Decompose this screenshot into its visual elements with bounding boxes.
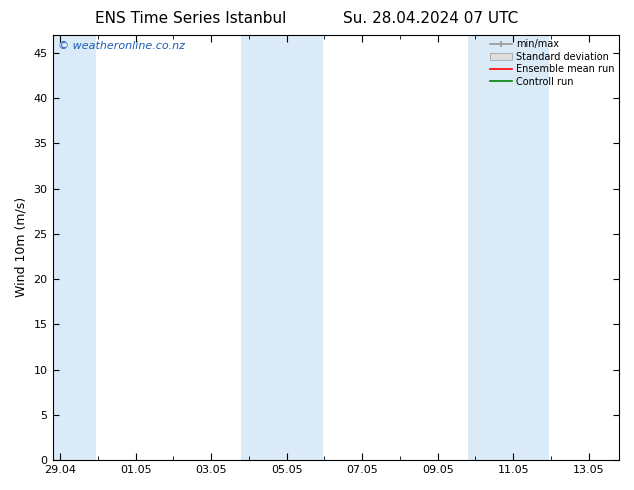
Bar [468, 35, 549, 460]
Bar [242, 35, 323, 460]
Y-axis label: Wind 10m (m/s): Wind 10m (m/s) [15, 197, 28, 297]
Text: ENS Time Series Istanbul: ENS Time Series Istanbul [94, 11, 286, 26]
Text: Su. 28.04.2024 07 UTC: Su. 28.04.2024 07 UTC [344, 11, 519, 26]
Text: © weatheronline.co.nz: © weatheronline.co.nz [58, 41, 185, 51]
Legend: min/max, Standard deviation, Ensemble mean run, Controll run: min/max, Standard deviation, Ensemble me… [488, 37, 617, 90]
Bar [53, 35, 96, 460]
